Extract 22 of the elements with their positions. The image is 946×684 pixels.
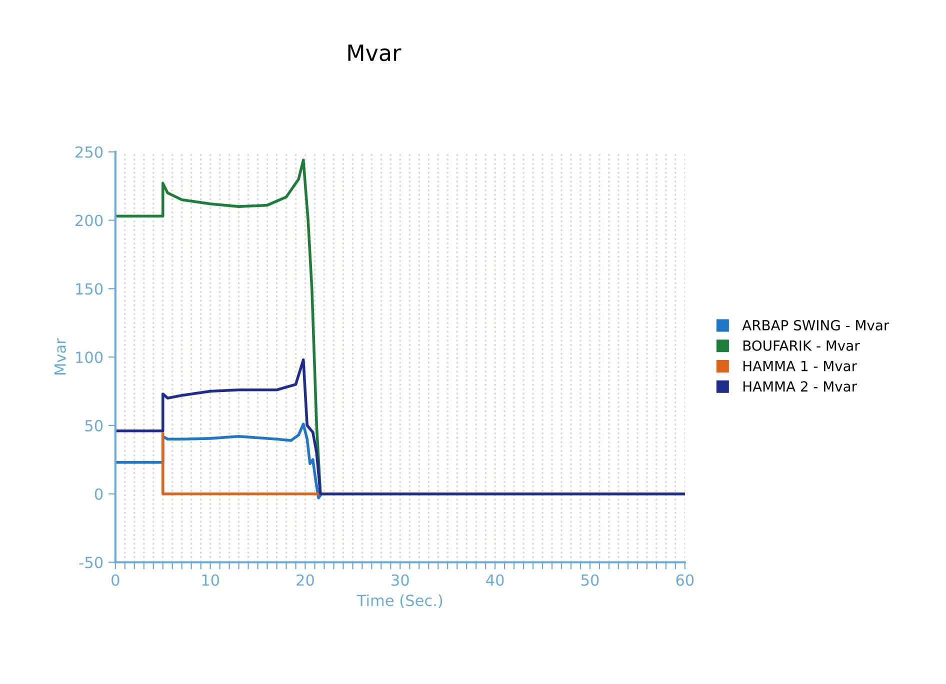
x-tick-label: 0 [112, 574, 120, 586]
line-series [115, 358, 685, 496]
x-tick-label: 60 [676, 574, 694, 586]
y-tick-label: 100 [76, 352, 103, 364]
legend-label: ARBAP SWING - Mvar [742, 320, 890, 330]
x-axis-title: Time (Sec.) [356, 594, 442, 608]
legend-label: HAMMA 2 - Mvar [743, 381, 858, 392]
y-tick-label: 150 [76, 283, 103, 295]
y-tick-label: 250 [76, 146, 103, 158]
x-tick-label: 50 [581, 574, 599, 586]
legend-label: BOUFARIK - Mvar [743, 340, 860, 351]
chart-title: Mvar [348, 44, 402, 62]
x-tick-label: 40 [486, 574, 504, 586]
legend-label: HAMMA 1 - Mvar [743, 360, 858, 372]
x-tick-label: 10 [202, 574, 220, 586]
y-tick-label: 50 [85, 420, 103, 432]
y-tick-label: 200 [76, 214, 103, 226]
x-tick-label: 30 [392, 574, 409, 586]
y-tick-label: 0 [94, 488, 103, 500]
y-axis-title: Mvar [54, 338, 66, 374]
x-tick-label: 20 [296, 574, 314, 586]
y-tick-label: -50 [79, 556, 103, 568]
